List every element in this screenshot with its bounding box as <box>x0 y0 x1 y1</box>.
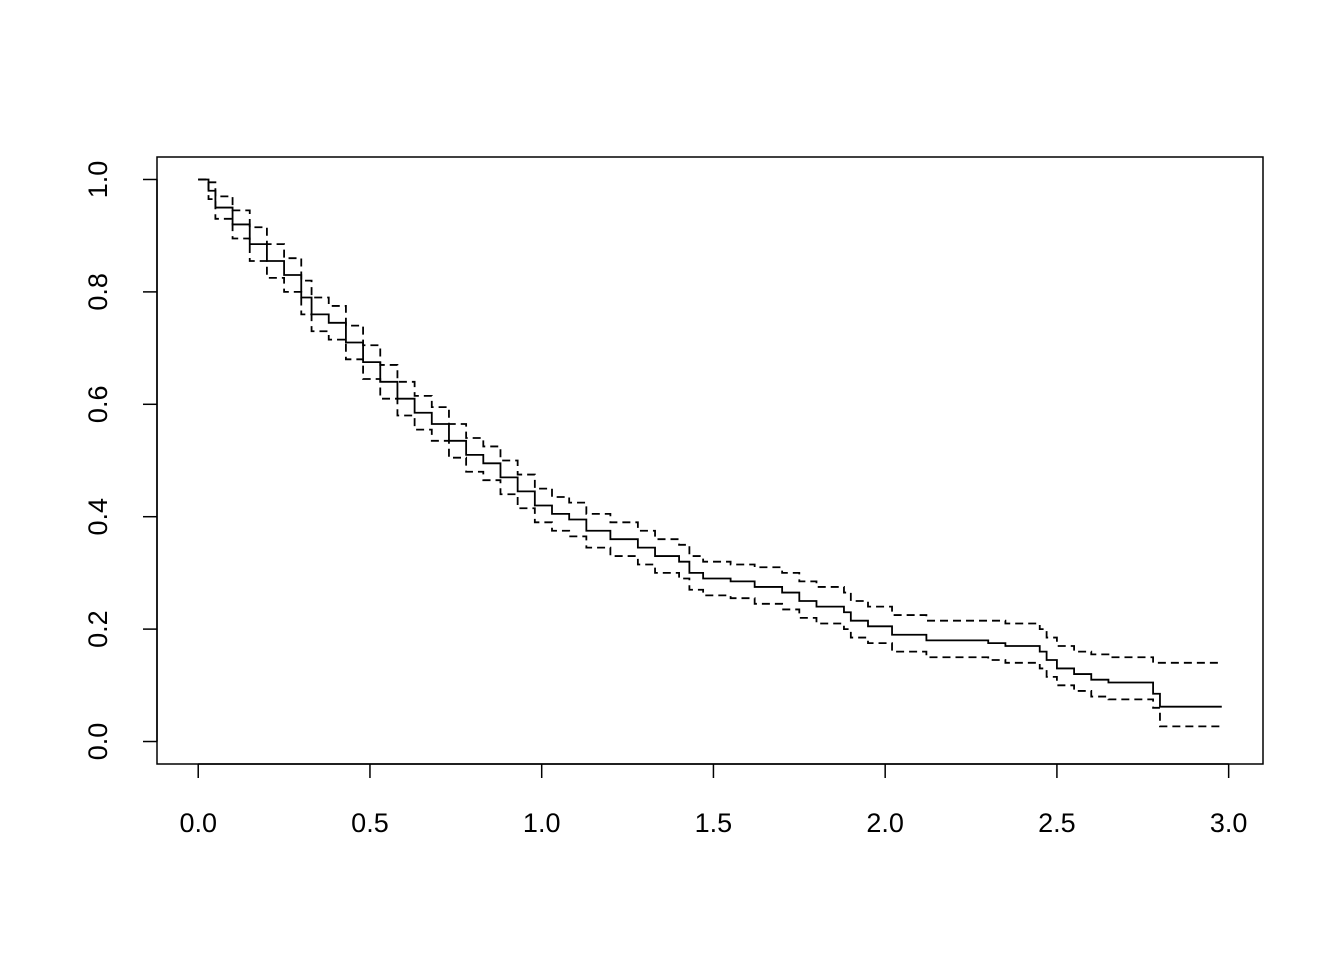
survival-line <box>198 178 1222 708</box>
x-tick-label: 1.0 <box>523 808 561 838</box>
x-tick-label: 2.0 <box>866 808 904 838</box>
x-tick-label: 0.0 <box>179 808 217 838</box>
x-tick-label: 3.0 <box>1210 808 1248 838</box>
plot-frame <box>156 156 1264 765</box>
x-tick-label: 1.5 <box>695 808 733 838</box>
x-tick-label: 2.5 <box>1038 808 1076 838</box>
x-tick-label: 0.5 <box>351 808 389 838</box>
y-tick-label: 0.2 <box>83 610 113 648</box>
confidence-line <box>198 178 1222 664</box>
y-tick-label: 0.4 <box>83 498 113 536</box>
confidence-line <box>198 178 1222 728</box>
y-tick-label: 0.8 <box>83 273 113 311</box>
y-tick-label: 1.0 <box>83 161 113 199</box>
y-tick-label: 0.0 <box>83 723 113 761</box>
y-tick-label: 0.6 <box>83 386 113 424</box>
